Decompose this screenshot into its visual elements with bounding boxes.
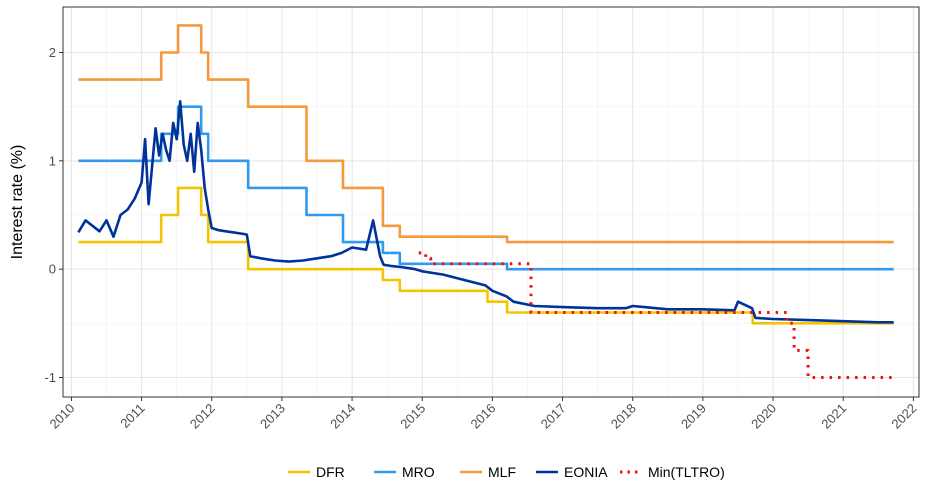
x-axis: 2010 2011 2012 2013 2014 2015 2016 2017 2018 2019…: [46, 397, 920, 432]
legend: DFR MRO MLF EONIA Min(TLTRO): [288, 464, 725, 480]
x-tick-label: 2010: [46, 401, 77, 432]
x-tick-label: 2011: [117, 401, 147, 431]
legend-label: MRO: [402, 464, 435, 480]
panel-border: [62, 6, 920, 398]
series-lines: [77, 24, 894, 379]
x-tick-label: 2021: [818, 401, 849, 432]
panel-background: [63, 7, 919, 397]
x-tick-label: 2017: [538, 401, 569, 432]
y-tick-label: 0: [49, 262, 56, 277]
y-axis: -1 0 1 2: [44, 45, 63, 385]
x-tick-label: 2018: [608, 401, 639, 432]
y-axis-title: Interest rate (%): [9, 145, 26, 260]
series-line-mlf: [78, 24, 894, 244]
x-tick-label: 2022: [888, 401, 919, 432]
x-tick-label: 2014: [327, 401, 358, 432]
x-tick-label: 2016: [467, 401, 498, 432]
series-line-dfr: [78, 186, 894, 325]
legend-label: DFR: [316, 464, 345, 480]
y-tick-label: 2: [49, 45, 56, 60]
series-line-eonia: [77, 100, 894, 324]
legend-label: MLF: [488, 464, 516, 480]
legend-label: EONIA: [564, 464, 608, 480]
y-tick-label: -1: [44, 370, 56, 385]
x-tick-label: 2019: [678, 401, 709, 432]
x-tick-label: 2020: [748, 401, 779, 432]
legend-label: Min(TLTRO): [648, 464, 725, 480]
grid: [63, 7, 919, 397]
y-tick-label: 1: [49, 153, 56, 168]
x-tick-label: 2012: [187, 401, 218, 432]
x-tick-label: 2013: [257, 401, 288, 432]
x-tick-label: 2015: [397, 401, 428, 432]
series-line-min-tltro: [418, 251, 894, 379]
